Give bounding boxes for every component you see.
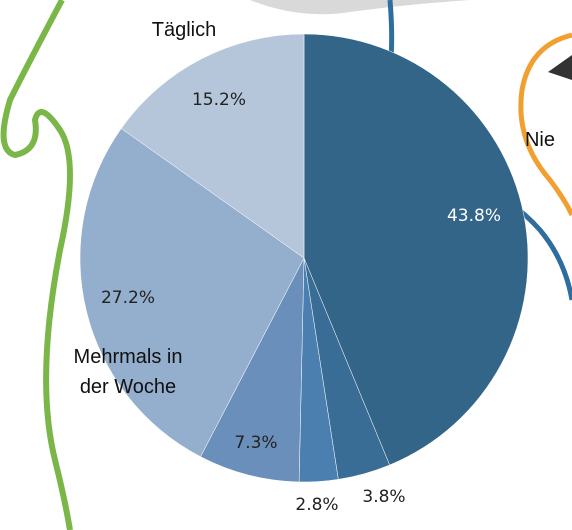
data-label: 15.2% xyxy=(192,90,246,110)
data-label: 43.8% xyxy=(447,206,501,226)
pie-slice xyxy=(303,33,529,466)
category-label: Nie xyxy=(524,129,555,151)
decor-orange xyxy=(518,32,572,217)
decor-blob xyxy=(250,0,470,15)
category-label: Mehrmals in der Woche xyxy=(73,346,183,398)
pie-slice xyxy=(120,33,305,259)
pie-slice xyxy=(79,128,305,458)
data-label: 2.8% xyxy=(295,495,338,515)
decor-dark xyxy=(548,55,572,80)
data-label: 27.2% xyxy=(101,288,155,308)
data-label: 3.8% xyxy=(362,487,405,507)
decor-green xyxy=(0,0,73,530)
data-label: 7.3% xyxy=(234,433,277,453)
pie-slice xyxy=(200,257,305,483)
category-label: Täglich xyxy=(151,19,217,41)
